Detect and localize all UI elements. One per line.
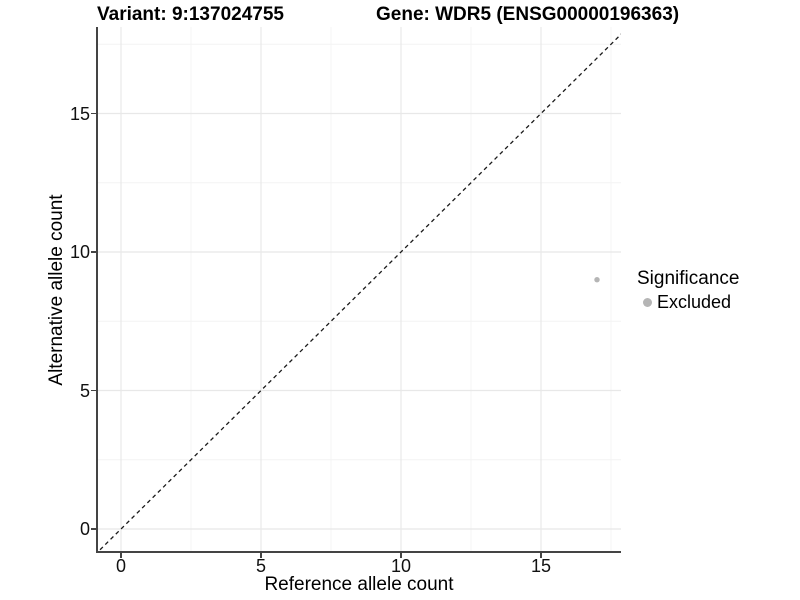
y-tick-label: 5 [79, 380, 90, 401]
x-tick-mark [400, 553, 402, 558]
identity-line [98, 33, 621, 551]
y-tick-label: 10 [69, 242, 90, 262]
legend-item: Excluded [643, 291, 739, 313]
x-tick-label: 10 [390, 556, 412, 576]
x-tick-mark [540, 553, 542, 558]
x-tick-label: 5 [255, 556, 266, 576]
x-tick-label: 0 [115, 556, 126, 576]
y-tick-mark [91, 112, 96, 115]
y-axis-title: Alternative allele count [46, 194, 67, 386]
y-tick-label: 0 [79, 519, 90, 539]
y-tick-mark [91, 389, 96, 392]
legend-title: Significance [637, 268, 740, 289]
data-point [594, 277, 600, 283]
legend: Significance Excluded [637, 268, 739, 313]
x-tick-mark [120, 553, 122, 558]
x-tick-label: 15 [530, 556, 552, 576]
y-tick-label: 15 [69, 103, 90, 124]
x-tick-mark [260, 553, 262, 558]
legend-key-dot-icon [643, 297, 652, 307]
y-tick-mark [91, 251, 96, 253]
plot-canvas [98, 27, 621, 551]
plot-title-variant: Variant: 9:137024755 [97, 4, 284, 25]
y-tick-mark [91, 528, 96, 530]
plot-title-gene: Gene: WDR5 (ENSG00000196363) [376, 4, 680, 25]
plot-panel [96, 27, 621, 553]
x-axis-title: Reference allele count [264, 574, 454, 595]
legend-item-label: Excluded [657, 292, 732, 312]
